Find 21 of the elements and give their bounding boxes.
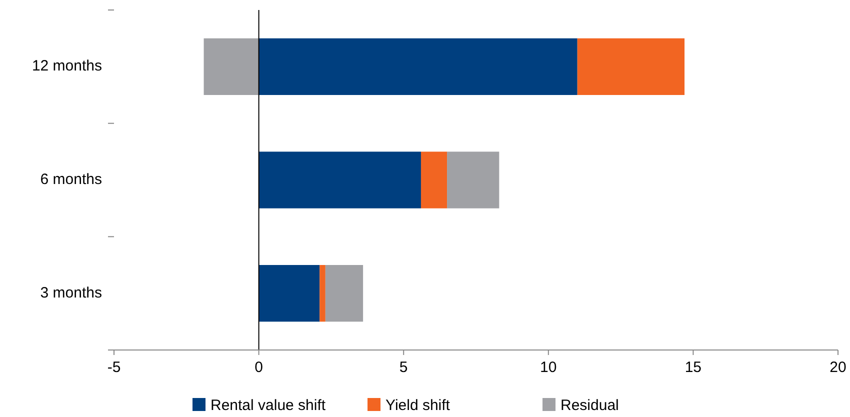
legend-label: Rental value shift bbox=[210, 397, 326, 414]
y-tick-label: 6 months bbox=[40, 170, 102, 188]
bar bbox=[420, 152, 448, 208]
legend-label: Yield shift bbox=[386, 397, 451, 414]
x-tick-label: 10 bbox=[540, 359, 557, 376]
bar bbox=[325, 265, 364, 322]
bar bbox=[258, 152, 421, 208]
bar bbox=[577, 38, 685, 95]
y-tick-label: 12 months bbox=[32, 58, 102, 75]
x-tick-label: 15 bbox=[684, 359, 702, 376]
x-tick-label: 0 bbox=[254, 359, 263, 376]
bar bbox=[447, 152, 500, 208]
legend-label: Residual bbox=[560, 397, 619, 414]
bar bbox=[204, 38, 259, 95]
x-tick-label: 20 bbox=[830, 359, 846, 376]
bar bbox=[258, 38, 578, 95]
x-tick-label: 5 bbox=[399, 359, 408, 376]
x-tick-label: -5 bbox=[107, 359, 121, 376]
bar bbox=[258, 265, 320, 322]
bar bbox=[320, 265, 326, 322]
y-tick-label: 3 months bbox=[40, 284, 102, 302]
